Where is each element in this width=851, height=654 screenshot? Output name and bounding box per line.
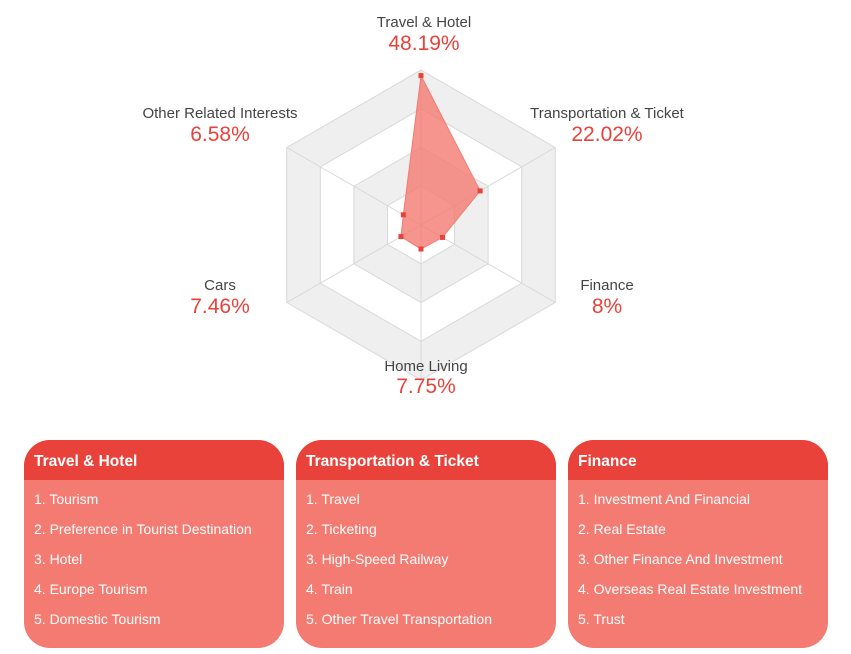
axis-label-travel-hotel: Travel & Hotel — [377, 14, 471, 31]
card-title: Transportation & Ticket — [296, 440, 556, 480]
axis-value-other-related-interests: 6.58% — [190, 123, 250, 146]
list-item: 3. High-Speed Railway — [306, 551, 449, 567]
radar-chart: Travel & Hotel 48.19% Transportation & T… — [142, 14, 684, 398]
list-item: 5. Other Travel Transportation — [306, 611, 492, 627]
radar-point-finance — [439, 234, 445, 240]
card-travel-hotel: Travel & Hotel 1. Tourism 2. Preference … — [24, 440, 284, 648]
list-item: 2. Real Estate — [578, 521, 666, 537]
radar-point-other-related-interests — [400, 212, 406, 218]
card-title: Finance — [568, 440, 828, 480]
list-item: 2. Ticketing — [306, 521, 377, 537]
axis-value-home-living: 7.75% — [396, 375, 456, 398]
list-item: 4. Overseas Real Estate Investment — [578, 581, 803, 597]
card-finance: Finance 1. Investment And Financial 2. R… — [568, 440, 828, 648]
card-list: 1. Travel 2. Ticketing 3. High-Speed Rai… — [296, 480, 556, 637]
radar-labels: Travel & Hotel 48.19% Transportation & T… — [142, 14, 684, 398]
radar-point-cars — [398, 234, 404, 240]
radar-point-travel-hotel — [418, 73, 424, 79]
radar-point-transportation-ticket — [477, 188, 483, 194]
axis-label-cars: Cars — [204, 277, 236, 294]
list-item: 1. Investment And Financial — [578, 491, 750, 507]
list-item: 1. Tourism — [34, 491, 99, 507]
axis-label-home-living: Home Living — [384, 358, 467, 375]
axis-value-finance: 8% — [592, 295, 622, 318]
axis-label-transportation-ticket: Transportation & Ticket — [530, 105, 685, 122]
axis-value-transportation-ticket: 22.02% — [571, 123, 642, 146]
axis-label-finance: Finance — [580, 277, 633, 294]
list-item: 5. Trust — [578, 611, 625, 627]
radar-point-home-living — [418, 246, 424, 252]
axis-label-other-related-interests: Other Related Interests — [142, 105, 297, 122]
axis-value-travel-hotel: 48.19% — [388, 32, 459, 55]
card-transportation-ticket: Transportation & Ticket 1. Travel 2. Tic… — [296, 440, 556, 648]
radar-markers — [398, 73, 483, 252]
card-title: Travel & Hotel — [24, 440, 284, 480]
list-item: 3. Other Finance And Investment — [578, 551, 783, 567]
card-list: 1. Investment And Financial 2. Real Esta… — [568, 480, 828, 637]
list-item: 2. Preference in Tourist Destination — [34, 521, 252, 537]
list-item: 1. Travel — [306, 491, 360, 507]
list-item: 4. Train — [306, 581, 353, 597]
list-item: 4. Europe Tourism — [34, 581, 148, 597]
list-item: 5. Domestic Tourism — [34, 611, 161, 627]
axis-value-cars: 7.46% — [190, 295, 250, 318]
radar-spoke-other-related-interests — [286, 147, 422, 226]
list-item: 3. Hotel — [34, 551, 83, 567]
card-list: 1. Tourism 2. Preference in Tourist Dest… — [24, 480, 284, 637]
